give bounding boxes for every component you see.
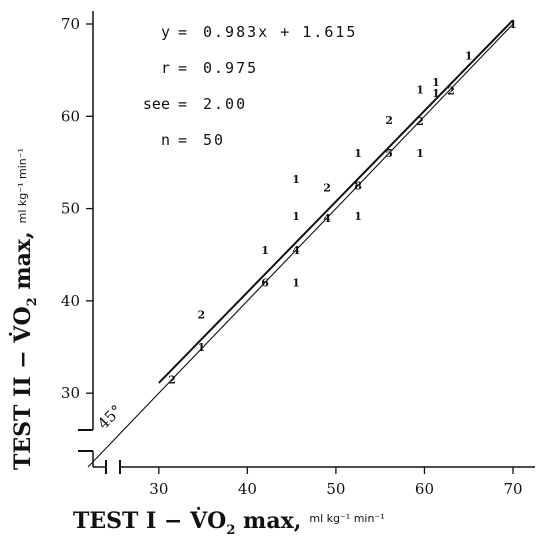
y-axis-title-sub: 2 bbox=[25, 297, 40, 306]
data-point: 1 bbox=[432, 76, 440, 89]
data-point: 1 bbox=[432, 87, 440, 100]
data-point: 2 bbox=[385, 114, 393, 127]
x-tick-label: 70 bbox=[503, 480, 522, 498]
data-point: 2 bbox=[416, 115, 424, 128]
y-tick-label: 30 bbox=[61, 384, 80, 402]
data-point: 1 bbox=[354, 147, 362, 160]
stat-value: 0.975 bbox=[203, 59, 258, 77]
y-ticks: 30 40 50 60 70 bbox=[61, 15, 93, 402]
x-tick-label: 50 bbox=[326, 480, 345, 498]
stat-label: y bbox=[161, 23, 170, 41]
stat-value: 50 bbox=[203, 131, 225, 149]
stat-value: 2.00 bbox=[203, 95, 247, 113]
stat-equals: = bbox=[178, 95, 187, 113]
svg-text:TEST II − V̇O2 max,ml kg⁻¹ min: TEST II − V̇O2 max, ml kg⁻¹ min⁻¹ bbox=[10, 148, 40, 470]
x-axis-title-units: ml kg⁻¹ min⁻¹ bbox=[309, 512, 384, 525]
y-axis-title-units: ml kg⁻¹ min⁻¹ bbox=[16, 148, 29, 223]
stat-label: n bbox=[161, 131, 170, 149]
data-point: 4 bbox=[323, 212, 331, 225]
y-tick-label: 50 bbox=[61, 200, 80, 218]
y-tick-label: 60 bbox=[61, 107, 80, 125]
x-axis-title: TEST I − V̇O2 max, ml kg⁻¹ min⁻¹ bbox=[73, 508, 385, 536]
data-point: 2 bbox=[168, 373, 176, 386]
x-tick-label: 30 bbox=[149, 480, 168, 498]
stat-label: see bbox=[143, 95, 170, 113]
data-point: 5 bbox=[385, 147, 393, 160]
data-point: 1 bbox=[416, 147, 424, 160]
stat-label: r bbox=[161, 59, 170, 77]
data-point: 1 bbox=[354, 210, 362, 223]
y-axis-title-tail: max, bbox=[10, 231, 36, 297]
data-point: 1 bbox=[292, 276, 300, 289]
y-axis-title-main: TEST II − V̇O bbox=[10, 306, 36, 470]
data-point: 1 bbox=[509, 18, 517, 31]
data-point: 8 bbox=[354, 180, 362, 193]
y-tick-label: 70 bbox=[61, 15, 80, 33]
x-tick-label: 40 bbox=[238, 480, 257, 498]
x-axis-title-main: TEST I − V̇O bbox=[73, 508, 226, 534]
data-point: 1 bbox=[292, 210, 300, 223]
stat-value: 0.983x + 1.615 bbox=[203, 23, 357, 41]
data-point: 1 bbox=[261, 244, 269, 257]
y-axis-title: TEST II − V̇O2 max, ml kg⁻¹ min⁻¹ bbox=[10, 148, 40, 470]
data-point: 2 bbox=[447, 84, 455, 97]
identity-label: 45° bbox=[94, 401, 126, 433]
data-point: 6 bbox=[261, 276, 269, 289]
x-tick-label: 60 bbox=[415, 480, 434, 498]
data-point: 1 bbox=[465, 49, 473, 62]
x-axis-title-tail: max, bbox=[235, 508, 301, 534]
data-point: 1 bbox=[416, 84, 424, 97]
x-axis-title-sub: 2 bbox=[226, 523, 235, 536]
data-point: 4 bbox=[292, 244, 300, 257]
x-ticks: 30 40 50 60 70 bbox=[149, 467, 523, 498]
regression-line bbox=[158, 19, 514, 384]
y-tick-label: 40 bbox=[61, 292, 80, 310]
data-point: 2 bbox=[198, 309, 206, 322]
data-point: 2 bbox=[323, 181, 331, 194]
stat-equals: = bbox=[178, 59, 187, 77]
data-point: 1 bbox=[198, 341, 206, 354]
data-point: 1 bbox=[292, 173, 300, 186]
identity-line bbox=[87, 23, 514, 468]
stats-block: y = 0.983x + 1.615 r = 0.975 see = 2.00 n = 50 bbox=[143, 23, 357, 149]
stat-equals: = bbox=[178, 23, 187, 41]
stat-equals: = bbox=[178, 131, 187, 149]
